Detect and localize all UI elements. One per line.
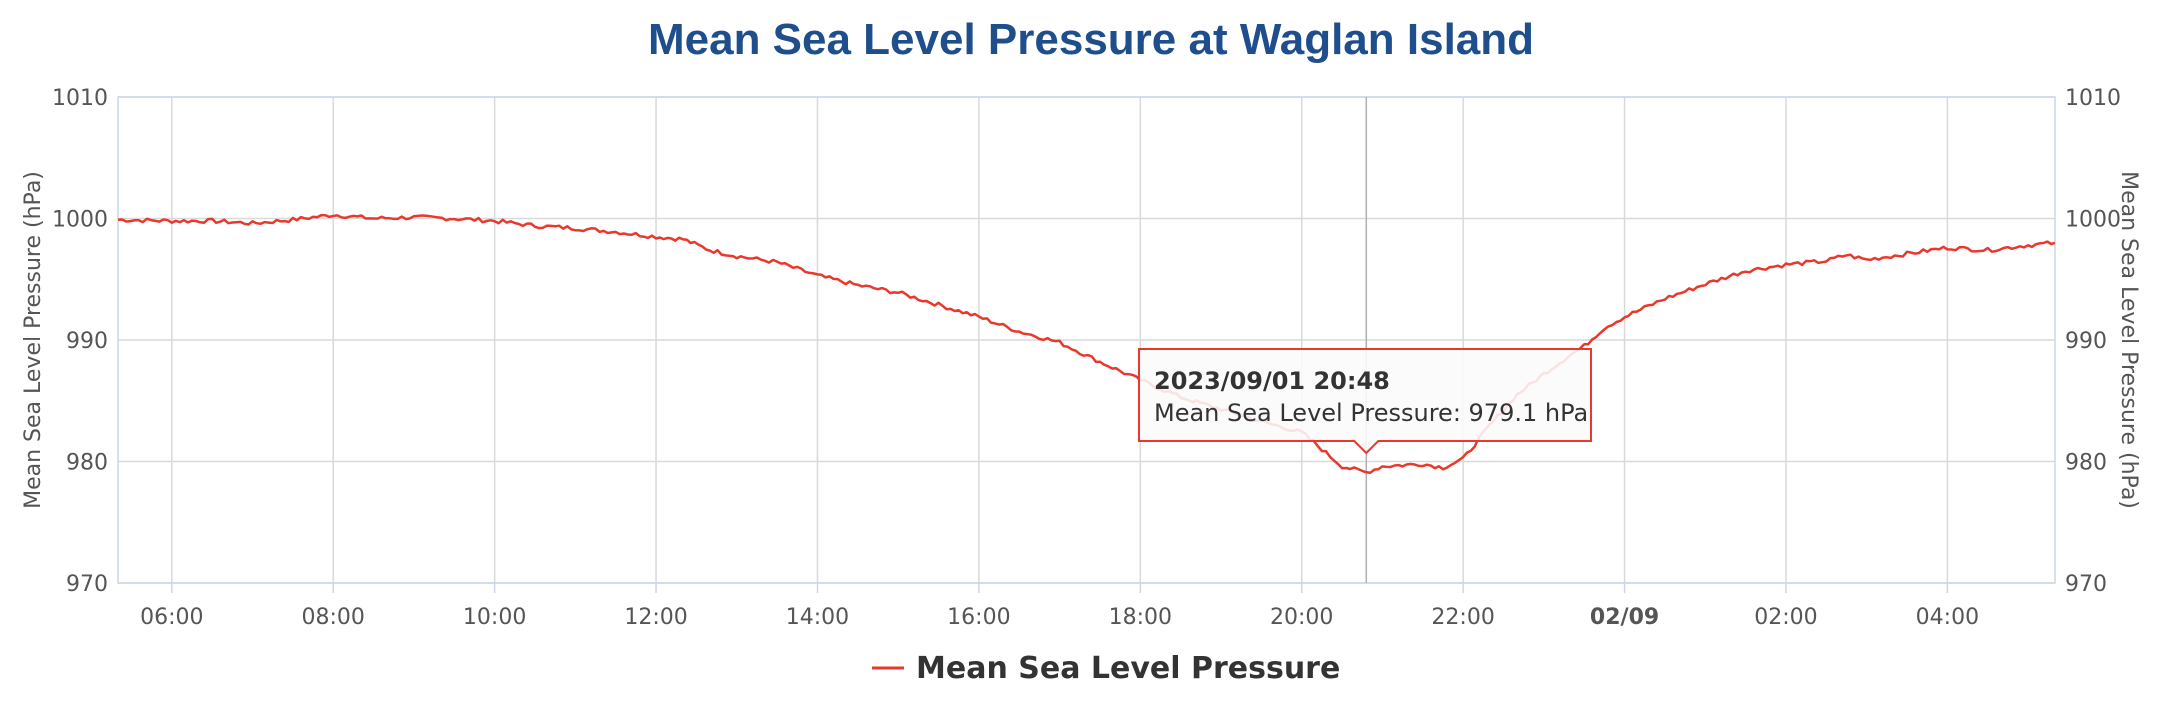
legend-label[interactable]: Mean Sea Level Pressure (916, 651, 1340, 686)
tooltip: 2023/09/01 20:48 Mean Sea Level Pressure… (1138, 348, 1592, 455)
x-tick-label: 12:00 (624, 605, 687, 630)
grid (118, 96, 2055, 593)
y-tick-label-right: 980 (2065, 451, 2107, 476)
chart-title: Mean Sea Level Pressure at Waglan Island (648, 15, 1534, 64)
y-tick-label-left: 990 (66, 329, 108, 354)
x-tick-label: 22:00 (1431, 605, 1494, 630)
series-line[interactable] (117, 213, 2056, 475)
y-tick-label-right: 970 (2065, 572, 2107, 597)
y-axis-left-title: Mean Sea Level Pressure (hPa) (21, 171, 46, 509)
tooltip-box (1138, 348, 1592, 455)
y-tick-label-right: 1010 (2065, 86, 2121, 111)
y-tick-label-left: 970 (66, 572, 108, 597)
y-tick-label-right: 1000 (2065, 208, 2121, 233)
tooltip-title: 2023/09/01 20:48 (1154, 367, 1390, 395)
tooltip-body: Mean Sea Level Pressure: 979.1 hPa (1154, 399, 1588, 427)
y-axis-right-title: Mean Sea Level Pressure (hPa) (2116, 171, 2141, 509)
x-tick-label: 10:00 (463, 605, 526, 630)
plot-area (117, 96, 2056, 584)
x-tick-label: 08:00 (302, 605, 365, 630)
y-tick-label-left: 1000 (52, 208, 108, 233)
x-tick-label: 20:00 (1270, 605, 1333, 630)
x-axis: 06:00 08:00 10:00 12:00 14:00 16:00 18:00 20:00… (140, 605, 1979, 630)
x-tick-label: 02:00 (1754, 605, 1817, 630)
x-tick-label: 06:00 (140, 605, 203, 630)
x-tick-label: 14:00 (786, 605, 849, 630)
x-tick-label: 02/09 (1590, 605, 1659, 630)
series-group (117, 213, 2056, 475)
y-tick-label-left: 980 (66, 451, 108, 476)
legend[interactable]: Mean Sea Level Pressure (872, 651, 1340, 686)
x-tick-label: 04:00 (1916, 605, 1979, 630)
y-axis-left: 970 980 990 1000 1010 (52, 86, 108, 597)
y-axis-right: 970 980 990 1000 1010 (2065, 86, 2121, 597)
x-tick-label: 16:00 (947, 605, 1010, 630)
y-tick-label-left: 1010 (52, 86, 108, 111)
x-tick-label: 18:00 (1109, 605, 1172, 630)
y-tick-label-right: 990 (2065, 329, 2107, 354)
